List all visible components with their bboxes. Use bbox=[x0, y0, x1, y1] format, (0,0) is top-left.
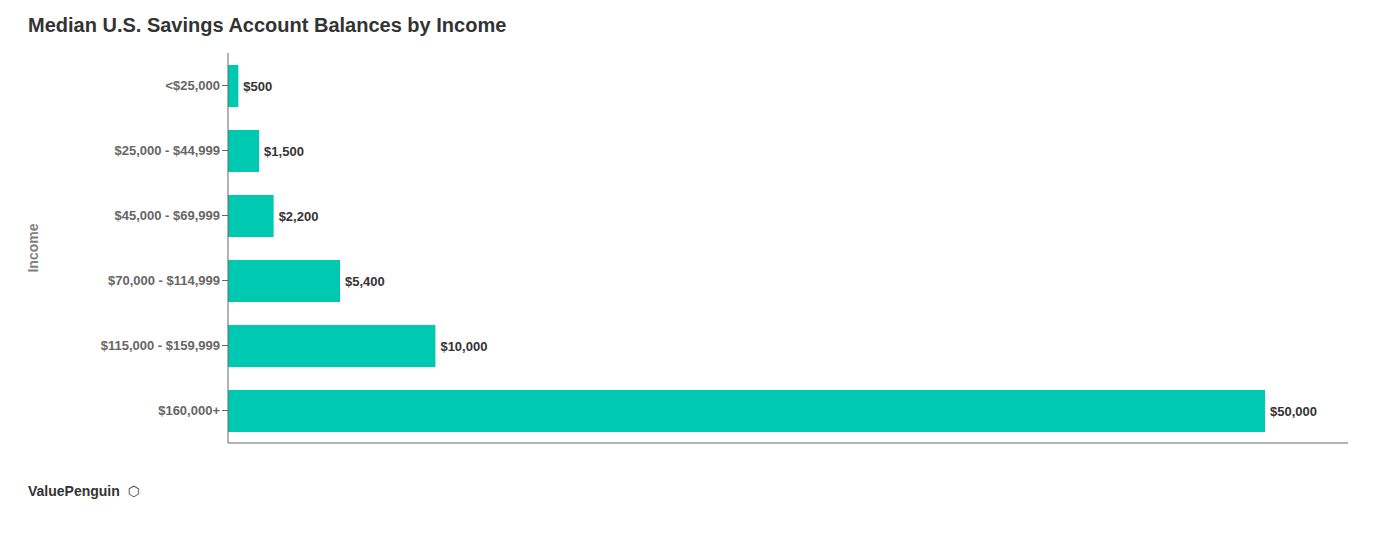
svg-text:$10,000: $10,000 bbox=[440, 339, 487, 354]
svg-text:$115,000 - $159,999: $115,000 - $159,999 bbox=[101, 338, 220, 353]
svg-text:Income: Income bbox=[25, 223, 41, 272]
svg-text:$70,000 - $114,999: $70,000 - $114,999 bbox=[108, 273, 220, 288]
html-text:ValuePenguin: ValuePenguin bbox=[28, 483, 120, 499]
svg-text:$2,200: $2,200 bbox=[279, 209, 319, 224]
svg-text:$160,000+: $160,000+ bbox=[158, 403, 220, 418]
svg-text:$25,000 - $44,999: $25,000 - $44,999 bbox=[114, 143, 220, 158]
svg-text:$500: $500 bbox=[243, 79, 272, 94]
svg-text:$5,400: $5,400 bbox=[345, 274, 385, 289]
svg-text:$45,000 - $69,999: $45,000 - $69,999 bbox=[114, 208, 220, 223]
svg-text:$50,000: $50,000 bbox=[1270, 404, 1317, 419]
svg-text:<$25,000: <$25,000 bbox=[165, 78, 220, 93]
html-text:Median U.S. Savings Account Ba: Median U.S. Savings Account Balances by … bbox=[28, 14, 507, 36]
svg-text:$1,500: $1,500 bbox=[264, 144, 304, 159]
